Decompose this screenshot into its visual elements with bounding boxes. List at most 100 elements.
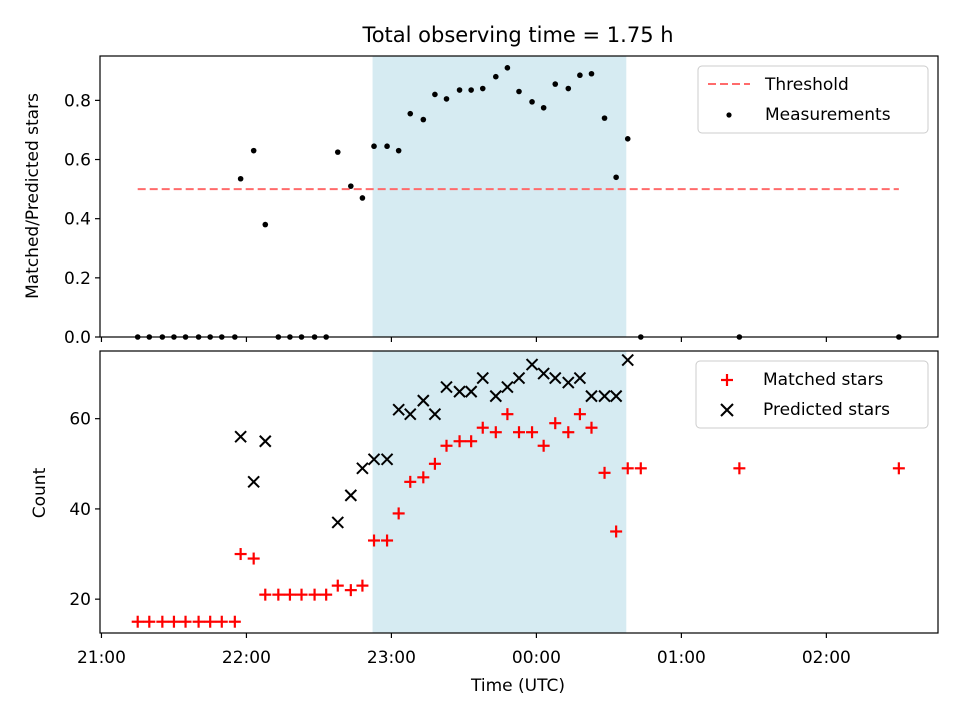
x-tick-label: 00:00 <box>512 648 561 668</box>
measurement-point <box>540 104 547 111</box>
top-legend: Threshold Measurements <box>697 65 929 134</box>
matched-star-point <box>513 426 525 439</box>
bottom-y-tick-label: 20 <box>69 590 91 610</box>
matched-star-point <box>368 534 381 547</box>
top-x-ticks <box>100 337 827 342</box>
measurement-point <box>601 115 608 121</box>
matched-star-point <box>489 426 502 439</box>
measurement-point <box>613 174 619 181</box>
measurement-point <box>348 183 354 189</box>
predicted-star-point <box>404 407 417 421</box>
measurement-point <box>577 72 583 79</box>
measurement-point <box>443 96 450 102</box>
matched-star-point <box>526 426 539 439</box>
matched-star-point <box>892 462 905 475</box>
measurement-points <box>134 65 902 340</box>
matched-star-point <box>404 475 417 488</box>
predicted-star-point <box>356 462 369 475</box>
matched-star-point <box>537 439 550 452</box>
matched-star-point <box>476 421 489 434</box>
matched-star-point <box>634 462 647 475</box>
x-tick-label: 02:00 <box>802 648 851 668</box>
top-y-axis: 0.0 0.2 0.4 0.6 0.8 <box>64 91 100 348</box>
predicted-star-point <box>417 394 430 407</box>
predicted-star-point <box>392 403 405 416</box>
matched-star-point <box>308 588 321 601</box>
bottom-panel: 20 40 60 21:00 22:00 23:00 00:00 01:00 02:00 Co… <box>30 350 939 696</box>
matched-legend-swatch <box>721 374 733 386</box>
measurement-point <box>420 116 427 123</box>
matched-star-point <box>283 588 296 601</box>
predicted-star-point <box>585 389 598 403</box>
matched-star-point <box>320 588 333 601</box>
bottom-y-label: Count <box>30 467 50 518</box>
measurement-point <box>359 195 366 201</box>
matched-star-point <box>621 462 634 475</box>
predicted-star-point <box>549 371 562 385</box>
predicted-star-point <box>512 371 526 385</box>
predicted-star-point <box>489 389 503 403</box>
measurement-point <box>624 136 631 142</box>
matched-star-point <box>356 579 369 592</box>
measurement-point <box>237 175 244 182</box>
measurement-point <box>468 87 474 93</box>
chart-title: Total observing time = 1.75 h <box>361 23 673 47</box>
matched-star-point <box>131 615 144 628</box>
matched-star-point <box>295 588 308 601</box>
measurement-point <box>334 149 341 155</box>
matched-star-point <box>573 408 586 421</box>
measurement-point <box>371 143 377 150</box>
measurements-legend-swatch <box>726 112 732 118</box>
bottom-legend-box <box>695 360 929 429</box>
measurements-legend-label: Measurements <box>765 105 891 125</box>
predicted-star-point <box>367 453 381 466</box>
predicted-star-point <box>247 475 260 489</box>
matched-star-point <box>733 462 746 475</box>
matched-star-point <box>331 579 344 592</box>
matched-star-point <box>228 615 241 628</box>
bottom-y-tick-label: 60 <box>69 410 91 430</box>
matched-star-point <box>392 507 405 520</box>
predicted-legend-swatch <box>720 403 734 417</box>
top-shaded-region <box>372 56 627 337</box>
x-tick-label: 21:00 <box>77 648 126 668</box>
matched-star-point <box>598 466 611 479</box>
matched-star-point <box>344 584 357 597</box>
matched-star-point <box>562 426 575 439</box>
top-y-tick-label: 0.6 <box>64 151 91 171</box>
predicted-star-point <box>331 516 344 529</box>
matched-star-point <box>215 615 228 628</box>
top-y-label: Matched/Predicted stars <box>23 93 43 299</box>
measurement-point <box>504 65 511 71</box>
measurement-point <box>516 88 522 95</box>
matched-star-point <box>143 615 156 628</box>
measurement-point <box>432 91 438 98</box>
matched-star-point <box>156 615 169 628</box>
matched-star-point <box>272 588 285 601</box>
predicted-star-point <box>259 435 272 448</box>
predicted-star-point <box>621 353 634 367</box>
predicted-star-point <box>440 380 453 394</box>
x-tick-label: 01:00 <box>657 648 706 668</box>
predicted-star-point <box>609 389 623 403</box>
matched-star-point <box>259 588 272 601</box>
measurement-point <box>384 143 390 150</box>
measurement-point <box>493 73 499 80</box>
x-tick-label: 22:00 <box>222 648 271 668</box>
predicted-star-point <box>464 385 478 398</box>
matched-star-point <box>204 615 217 628</box>
measurement-point <box>250 147 257 154</box>
measurement-point <box>529 99 535 105</box>
top-y-tick-label: 0.8 <box>64 91 91 111</box>
predicted-legend-label: Predicted stars <box>763 400 890 420</box>
bottom-y-tick-label: 40 <box>69 500 91 520</box>
predicted-star-point <box>453 385 466 398</box>
predicted-star-point <box>573 371 587 385</box>
matched-star-point <box>428 457 441 470</box>
predicted-star-point <box>598 389 611 403</box>
predicted-star-point <box>562 376 575 389</box>
predicted-star-point <box>476 371 489 385</box>
matched-star-point <box>585 421 598 434</box>
x-tick-label: 23:00 <box>367 648 416 668</box>
x-axis-label: Time (UTC) <box>470 676 565 696</box>
